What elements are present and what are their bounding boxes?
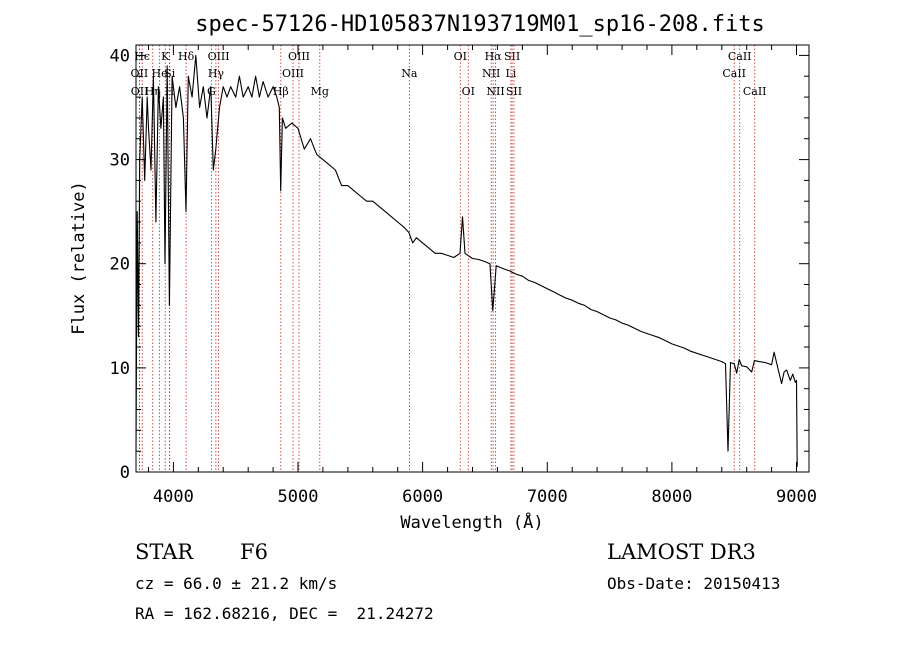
redshift-cz: cz = 66.0 ± 21.2 km/s [135, 574, 338, 593]
line-marker-label-25: CaII [722, 67, 746, 80]
line-marker-label-14: OIII [288, 50, 310, 63]
y-tick-label-0: 0 [120, 463, 130, 483]
line-markers: HϵOIIOIIHηHeKHSiHδHγGOIIIHβOIIIOIIIMgNaO… [131, 45, 767, 472]
x-axis-label: Wavelength (Å) [400, 511, 543, 533]
y-tick-label-20: 20 [110, 255, 130, 275]
line-marker-label-27: CaII [743, 85, 767, 98]
line-marker-label-0: Hϵ [134, 50, 150, 63]
y-tick-label-40: 40 [110, 46, 130, 66]
y-axis-label: Flux (relative) [69, 181, 89, 335]
series-line-0 [135, 54, 798, 467]
x-tick-label-8000: 8000 [651, 487, 692, 507]
line-marker-label-18: OI [462, 85, 475, 98]
line-marker-label-8: Hδ [178, 50, 195, 63]
line-marker-label-7: Si [164, 67, 176, 80]
line-marker-label-19: NII [482, 67, 500, 80]
line-marker-label-11: OIII [208, 50, 230, 63]
object-class: STAR [135, 540, 194, 564]
subclass: F6 [240, 540, 268, 564]
line-marker-label-22: SII [504, 50, 520, 63]
line-marker-label-26: CaII [728, 50, 752, 63]
survey-name: LAMOST DR3 [607, 540, 756, 564]
line-marker-label-5: K [161, 50, 170, 63]
line-marker-label-15: Mg [311, 85, 329, 98]
y-tick-label-10: 10 [110, 359, 130, 379]
line-marker-label-23: Li [505, 67, 516, 80]
x-tick-label-5000: 5000 [278, 487, 319, 507]
chart-title: spec-57126-HD105837N193719M01_sp16-208.f… [195, 12, 765, 37]
line-marker-label-2: OII [131, 85, 149, 98]
line-marker-label-13: OIII [282, 67, 304, 80]
line-marker-label-24: SII [506, 85, 522, 98]
x-tick-label-6000: 6000 [402, 487, 443, 507]
obs-date: Obs-Date: 20150413 [607, 574, 781, 593]
line-marker-label-17: OI [454, 50, 467, 63]
x-tick-label-9000: 9000 [776, 487, 817, 507]
x-tick-label-7000: 7000 [527, 487, 568, 507]
line-marker-label-12: Hβ [273, 85, 289, 98]
axes: 4000 5000 6000 7000 8000 9000 0 10 20 30 40 [110, 45, 817, 507]
ra-dec: RA = 162.68216, DEC = 21.24272 [135, 604, 434, 623]
line-marker-label-16: Na [401, 67, 418, 80]
line-marker-label-4: He [152, 67, 168, 80]
line-marker-label-21: NII [486, 85, 504, 98]
spectrum-series [135, 54, 798, 467]
line-marker-label-20: Hα [485, 50, 503, 63]
x-tick-label-4000: 4000 [153, 487, 194, 507]
y-tick-label-30: 30 [110, 151, 130, 171]
line-marker-label-9: Hγ [208, 67, 225, 80]
